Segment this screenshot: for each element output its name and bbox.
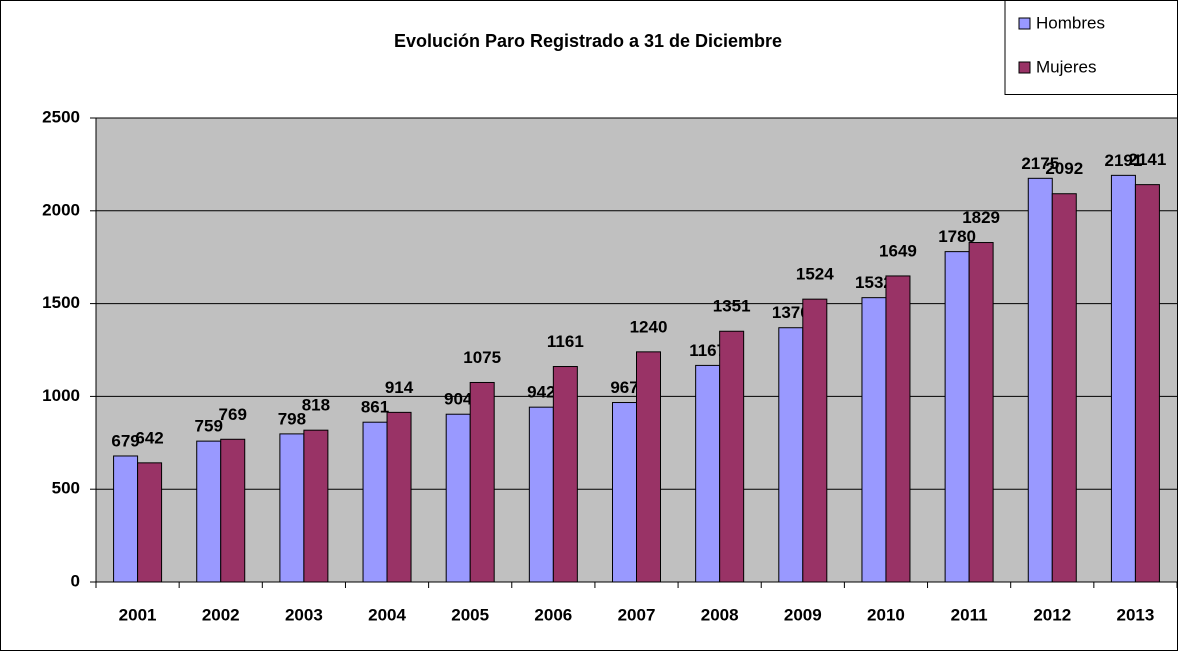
x-tick-label: 2013 [1117,605,1155,624]
bar [279,433,305,583]
y-tick-label: 500 [52,479,80,498]
x-tick-label: 2001 [119,605,157,624]
value-label: 1161 [547,332,584,351]
value-label: 798 [278,409,306,428]
bar [528,406,554,583]
x-tick-label: 2009 [784,605,822,624]
bar [196,440,222,583]
x-tick-label: 2008 [701,605,739,624]
bar [612,402,637,583]
value-label: 861 [361,398,389,417]
value-label: 818 [302,396,330,415]
value-label: 1532 [855,273,893,292]
x-tick-label: 2012 [1033,605,1071,624]
x-tick-label: 2003 [285,605,323,624]
value-label: 1075 [463,348,501,367]
value-label: 1829 [962,208,1000,227]
value-label: 2175 [1021,154,1059,173]
value-label: 769 [219,405,247,424]
bar [968,242,994,583]
x-tick-label: 2004 [368,605,406,624]
legend-label: Mujeres [1036,57,1096,76]
x-tick-label: 2006 [534,605,572,624]
bar [944,251,970,583]
chart-title: Evolución Paro Registrado a 31 de Diciem… [394,31,782,51]
value-label: 642 [135,428,163,447]
bar [137,462,163,583]
bar [362,421,388,583]
bar [445,413,471,583]
value-label: 1780 [938,227,976,246]
value-label: 2141 [1129,150,1167,169]
value-label: 904 [444,390,473,409]
bar [861,297,887,583]
x-tick-label: 2002 [202,605,240,624]
bar [695,364,721,583]
y-tick-label: 0 [71,571,80,590]
value-label: 1649 [879,241,917,260]
y-tick-label: 2000 [42,200,80,219]
value-label: 1524 [796,265,834,284]
x-tick-label: 2011 [951,605,988,624]
x-tick-label: 2010 [867,605,905,624]
legend-swatch [1018,61,1031,74]
y-tick-label: 2500 [42,107,80,126]
value-label: 942 [527,383,555,402]
value-label: 1370 [772,303,810,322]
bar [469,381,495,583]
value-label: 679 [111,431,139,450]
x-tick-label: 2005 [451,605,489,624]
value-label: 914 [385,378,414,397]
legend-swatch [1018,17,1031,30]
bar [1134,184,1160,583]
bar [636,351,661,583]
legend-label: Hombres [1036,13,1105,32]
value-label: 1351 [713,297,751,316]
bar [386,411,412,583]
bar [885,275,911,583]
bar [1027,177,1053,583]
value-label: 1240 [630,317,668,336]
y-tick-label: 1000 [42,386,80,405]
value-label: 1167 [689,341,726,360]
value-label: 2092 [1045,159,1083,178]
value-label: 2191 [1105,151,1143,170]
bar [778,327,804,583]
bar [1110,174,1136,583]
value-label: 759 [195,417,223,436]
bar [1051,193,1077,583]
bar [552,366,578,583]
bar [220,438,246,583]
x-tick-label: 2007 [618,605,656,624]
legend-box [1004,0,1178,95]
bar [303,429,329,583]
bar [802,298,828,583]
bar [719,330,745,583]
value-label: 967 [610,378,638,397]
y-tick-label: 1500 [42,293,80,312]
bar [113,455,139,583]
